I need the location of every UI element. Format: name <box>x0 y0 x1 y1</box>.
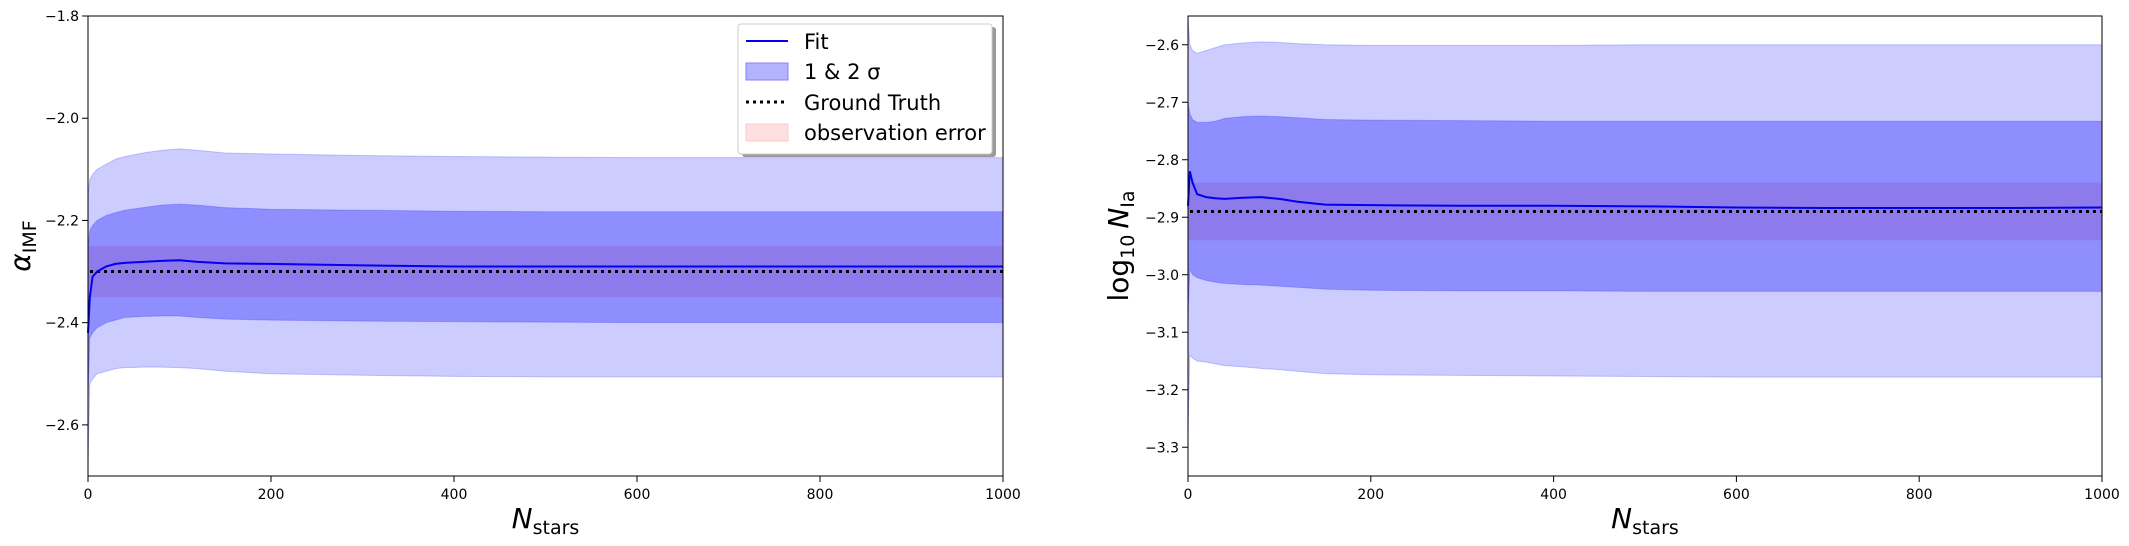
x-tick-label: 200 <box>258 487 285 503</box>
axes-frame <box>1187 15 2103 477</box>
legend-sigma-label: 1 & 2 σ <box>804 60 880 84</box>
y-tick-label: −2.7 <box>1145 95 1179 111</box>
x-tick-label: 200 <box>1357 487 1384 503</box>
y-tick-label: −2.0 <box>45 111 79 127</box>
y-axis-label: log10NIa <box>1102 190 1139 301</box>
legend-box <box>737 23 993 155</box>
y-tick-label: −2.9 <box>1145 210 1179 226</box>
y-ticks: −3.3 −3.2 −3.1 −3.0 −2.9 −2.8 −2.7 −2.6 <box>1145 38 1188 456</box>
y-axis-label: αIMF <box>4 220 41 271</box>
x-tick-label: 400 <box>1540 487 1567 503</box>
y-tick-label: −3.1 <box>1145 325 1179 341</box>
legend-observation-error-swatch <box>745 123 789 142</box>
y-tick-label: −2.4 <box>45 316 79 332</box>
x-axis-label: Nstars <box>1611 502 1679 539</box>
x-tick-label: 0 <box>1184 487 1193 503</box>
x-tick-label: 400 <box>441 487 468 503</box>
x-ticks: 0 200 400 600 800 1000 <box>84 476 1021 503</box>
y-tick-label: −2.6 <box>45 418 79 434</box>
legend: Fit 1 & 2 σ Ground Truth observation err… <box>737 23 996 157</box>
y-ticks: −2.6 −2.4 −2.2 −2.0 −1.8 <box>45 9 88 434</box>
y-tick-label: −2.8 <box>1145 153 1179 169</box>
x-tick-label: 1000 <box>2084 487 2120 503</box>
x-tick-label: 600 <box>1723 487 1750 503</box>
x-tick-label: 0 <box>84 487 93 503</box>
x-tick-label: 800 <box>1906 487 1933 503</box>
y-tick-label: −2.2 <box>45 213 79 229</box>
legend-observation-error-label: observation error <box>804 121 986 145</box>
fit-line <box>87 259 1003 333</box>
x-tick-label: 1000 <box>985 487 1021 503</box>
y-tick-label: −2.6 <box>1145 38 1179 54</box>
axes-frame <box>87 15 1004 477</box>
x-ticks: 0 200 400 600 800 1000 <box>1184 476 2120 503</box>
legend-ground-truth-label: Ground Truth <box>804 91 941 115</box>
alpha-imf-panel: 0 200 400 600 800 1000 −2.6 −2.4 −2.2 −2.0 −1.8 N… <box>4 9 1021 539</box>
log-nia-panel: 0 200 400 600 800 1000 −3.3 −3.2 −3.1 −3.0 −2.9 −2… <box>1102 15 2120 539</box>
y-tick-label: −3.2 <box>1145 383 1179 399</box>
legend-fit-label: Fit <box>804 30 829 54</box>
x-tick-label: 800 <box>807 487 834 503</box>
x-tick-label: 600 <box>624 487 651 503</box>
legend-sigma-swatch <box>745 62 789 81</box>
y-tick-label: −3.3 <box>1145 440 1179 456</box>
y-tick-label: −3.0 <box>1145 268 1179 284</box>
x-axis-label: Nstars <box>512 502 580 539</box>
y-tick-label: −1.8 <box>45 9 79 25</box>
fit-line <box>1187 171 2103 210</box>
